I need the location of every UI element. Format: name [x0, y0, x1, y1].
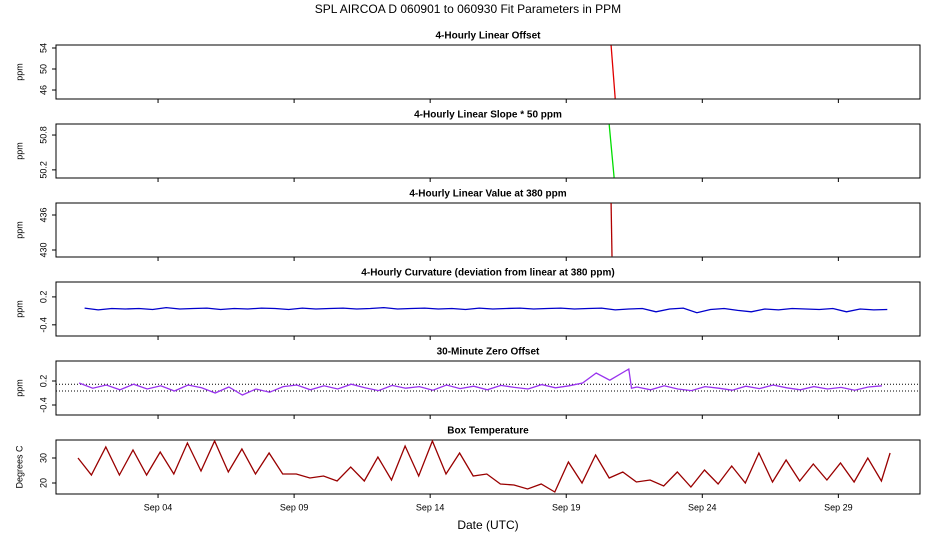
y-axis-label: Degrees C	[14, 445, 24, 489]
data-line	[610, 203, 613, 257]
y-tick-label: 50	[38, 64, 48, 74]
y-tick-label: -0.4	[38, 397, 48, 413]
y-axis-label: ppm	[14, 300, 24, 318]
data-line	[84, 306, 888, 314]
plot-frame	[55, 123, 921, 179]
panel-title: 4-Hourly Curvature (deviation from linea…	[361, 268, 614, 279]
y-axis-label: ppm	[14, 221, 24, 239]
data-line	[77, 439, 891, 493]
y-tick-label: 430	[38, 242, 48, 257]
data-line	[608, 124, 615, 178]
y-tick-label: 0.2	[38, 291, 48, 304]
x-axis-label: Date (UTC)	[457, 518, 518, 532]
x-tick-label: Sep 09	[280, 502, 309, 512]
y-tick-label: 50.2	[38, 161, 48, 179]
y-tick-label: -0.4	[38, 317, 48, 333]
panel-title: 4-Hourly Linear Value at 380 ppm	[409, 189, 566, 200]
plot-frame	[55, 360, 921, 416]
y-tick-label: 30	[38, 453, 48, 463]
y-axis-label: ppm	[14, 379, 24, 397]
panel-title: 4-Hourly Linear Slope * 50 ppm	[414, 110, 562, 121]
plot-frame	[55, 44, 921, 100]
chart-title: SPL AIRCOA D 060901 to 060930 Fit Parame…	[315, 2, 621, 16]
x-tick-label: Sep 04	[144, 502, 173, 512]
plot-frame	[55, 281, 921, 337]
y-tick-label: 0.2	[38, 375, 48, 388]
x-tick-label: Sep 14	[416, 502, 445, 512]
panel-title: 30-Minute Zero Offset	[437, 347, 540, 358]
plot-frame	[55, 439, 921, 495]
y-tick-label: 46	[38, 85, 48, 95]
data-line	[610, 45, 616, 99]
y-tick-label: 20	[38, 478, 48, 488]
y-axis-label: ppm	[14, 142, 24, 160]
x-tick-label: Sep 19	[552, 502, 581, 512]
y-tick-label: 54	[38, 43, 48, 53]
y-tick-label: 436	[38, 207, 48, 222]
plot-frame	[55, 202, 921, 258]
y-axis-label: ppm	[14, 63, 24, 81]
panel-title: 4-Hourly Linear Offset	[435, 31, 541, 42]
x-tick-label: Sep 29	[824, 502, 853, 512]
panel-title: Box Temperature	[447, 426, 529, 437]
data-line	[78, 367, 882, 396]
y-tick-label: 50.8	[38, 126, 48, 144]
x-tick-label: Sep 24	[688, 502, 717, 512]
